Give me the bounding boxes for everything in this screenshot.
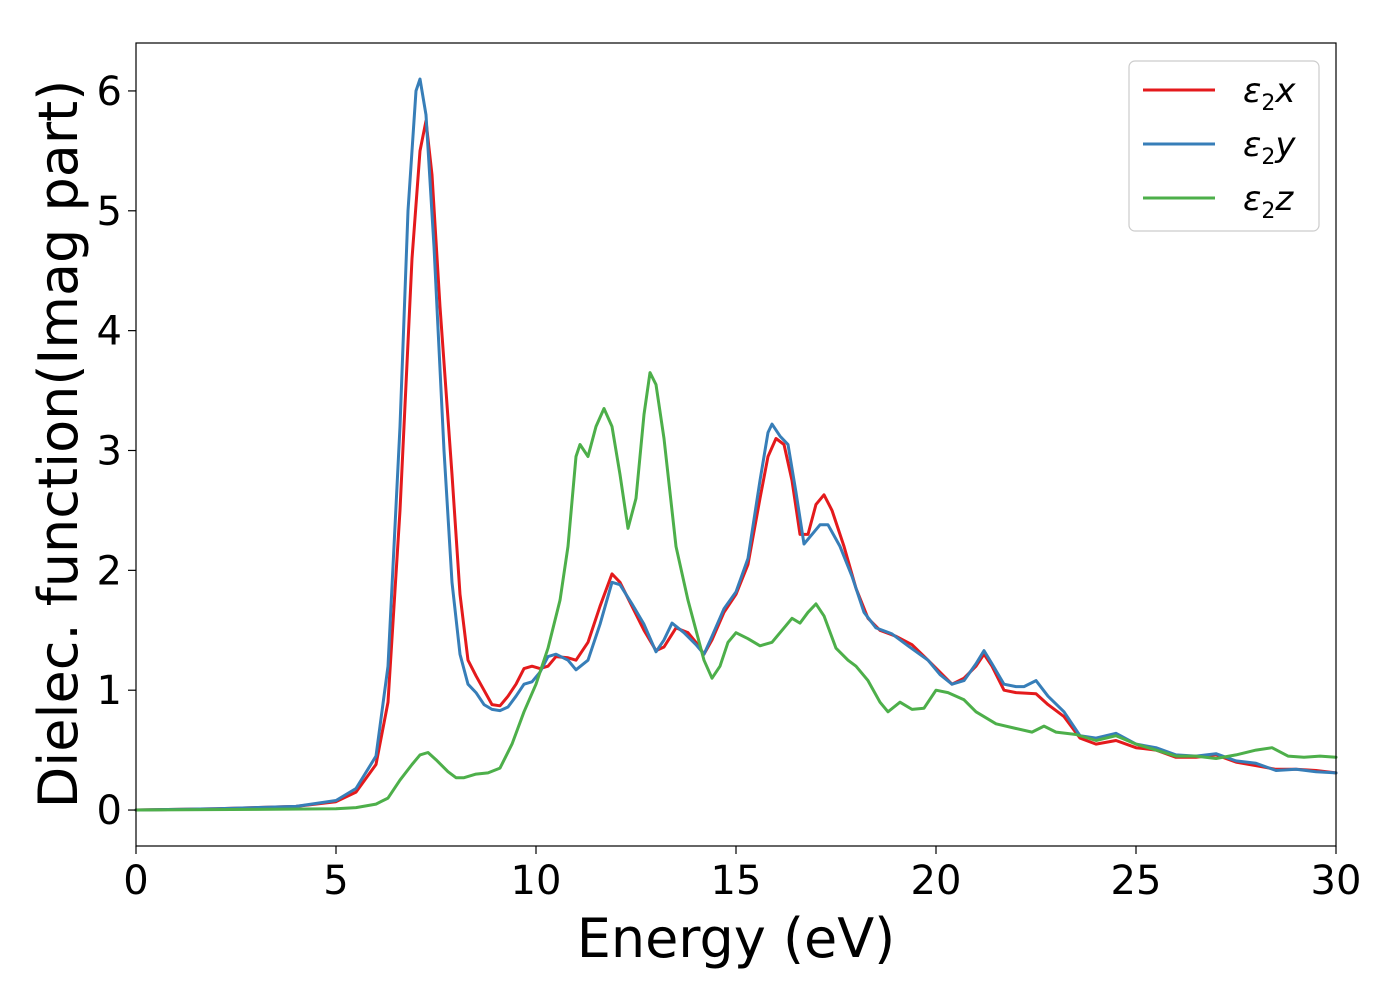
legend-label-z: ε2z xyxy=(1243,179,1294,224)
x-tick-label: 20 xyxy=(911,858,962,904)
x-axis-title: Energy (eV) xyxy=(577,907,896,970)
legend-label-y: ε2y xyxy=(1243,125,1296,170)
series-line-y xyxy=(134,77,1338,812)
legend-label-x: ε2x xyxy=(1243,71,1296,116)
y-tick-label: 6 xyxy=(97,69,122,115)
legend-box xyxy=(1128,60,1320,232)
x-tick-label: 10 xyxy=(511,858,562,904)
x-axis: 0 5 10 15 20 25 30 xyxy=(123,846,1361,904)
x-tick-label: 25 xyxy=(1111,858,1162,904)
y-tick-label: 3 xyxy=(97,428,122,474)
x-tick-label: 30 xyxy=(1311,858,1362,904)
x-tick-label: 0 xyxy=(123,858,148,904)
x-tick-label: 15 xyxy=(711,858,762,904)
y-axis-title: Dielec. function(Imag part) xyxy=(27,80,90,809)
legend: ε2x ε2y ε2z xyxy=(1128,60,1320,232)
y-axis: 0 1 2 3 4 5 6 xyxy=(97,69,136,834)
y-tick-label: 4 xyxy=(97,309,122,355)
y-tick-label: 5 xyxy=(97,189,122,235)
x-tick-label: 5 xyxy=(323,858,348,904)
y-tick-label: 2 xyxy=(97,548,122,594)
y-tick-label: 1 xyxy=(97,668,122,714)
series-line-z xyxy=(134,371,1338,812)
series-layer xyxy=(134,77,1338,812)
y-tick-label: 0 xyxy=(97,788,122,834)
